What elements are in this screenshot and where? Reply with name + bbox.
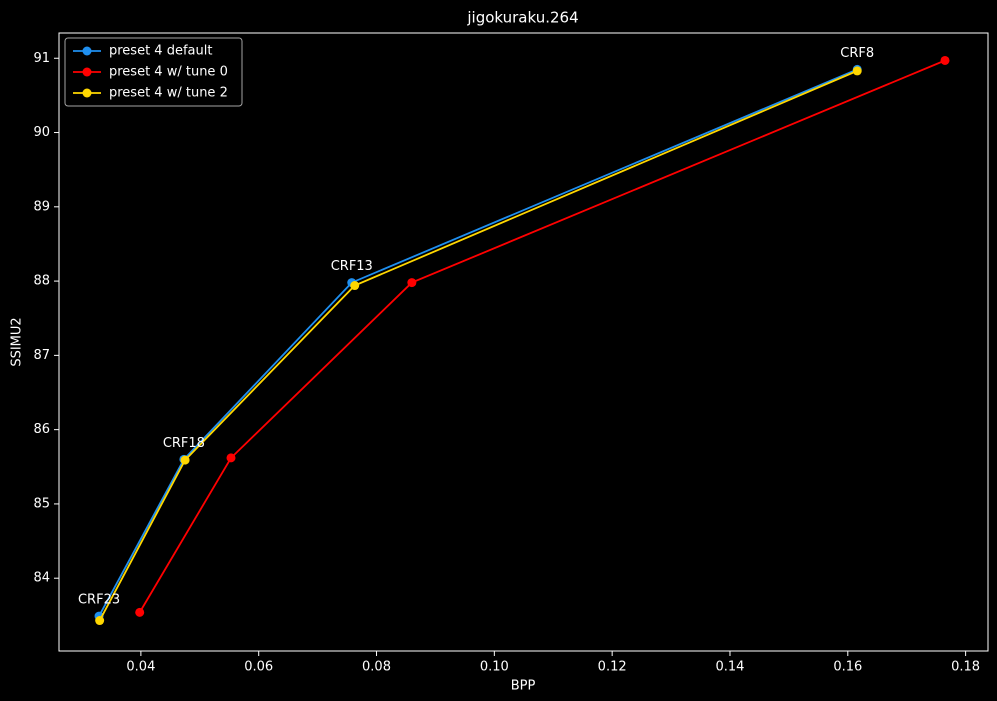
y-tick-label: 91: [33, 51, 50, 66]
point: [180, 455, 190, 465]
point: [135, 607, 145, 617]
x-tick-label: 0.10: [480, 660, 509, 675]
legend-marker: [82, 88, 92, 98]
y-axis-label: SSIMU2: [10, 317, 25, 366]
y-tick-label: 85: [33, 496, 50, 511]
point: [407, 278, 417, 288]
point: [350, 281, 360, 291]
point: [940, 55, 950, 65]
chart-title: jigokuraku.264: [466, 9, 578, 27]
x-tick-label: 0.14: [716, 660, 745, 675]
y-tick-label: 86: [33, 422, 50, 437]
annotation: CRF23: [78, 593, 120, 608]
y-tick-label: 90: [33, 125, 50, 140]
x-tick-label: 0.08: [362, 660, 391, 675]
x-tick-label: 0.04: [126, 660, 155, 675]
point: [226, 453, 236, 463]
plot-frame: [58, 32, 989, 652]
annotation: CRF13: [331, 259, 373, 274]
point: [852, 66, 862, 76]
y-tick-label: 87: [33, 348, 50, 363]
series-line: [138, 59, 946, 613]
legend-marker: [82, 46, 92, 56]
y-tick-label: 88: [33, 274, 50, 289]
x-tick-label: 0.12: [598, 660, 627, 675]
y-tick-label: 89: [33, 199, 50, 214]
y-tick-label: 84: [33, 571, 50, 586]
x-tick-label: 0.16: [833, 660, 862, 675]
point: [95, 616, 105, 626]
legend-marker: [82, 67, 92, 77]
annotation: CRF8: [840, 46, 874, 61]
series-line: [98, 70, 858, 621]
legend-label: preset 4 w/ tune 0: [109, 65, 228, 80]
x-axis-label: BPP: [511, 679, 536, 694]
x-tick-label: 0.18: [951, 660, 980, 675]
annotation: CRF18: [163, 436, 205, 451]
legend-label: preset 4 default: [109, 44, 212, 59]
legend-label: preset 4 w/ tune 2: [109, 86, 228, 101]
legend-box: [64, 37, 243, 107]
series-line: [98, 68, 858, 617]
x-tick-label: 0.06: [244, 660, 273, 675]
